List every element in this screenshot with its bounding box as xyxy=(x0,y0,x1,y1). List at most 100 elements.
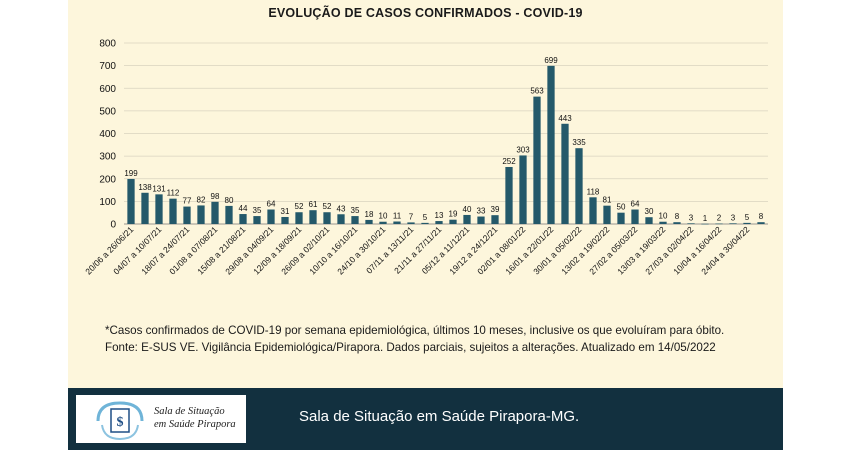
bar xyxy=(435,221,443,224)
bar xyxy=(127,178,135,224)
data-label: 10 xyxy=(379,212,388,221)
bar xyxy=(631,209,639,224)
data-label: 50 xyxy=(617,203,626,212)
x-tick-label: 27/02 a 05/03/22 xyxy=(587,224,639,276)
x-tick-label: 19/12 a 24/12/21 xyxy=(447,224,499,276)
bar xyxy=(715,223,723,225)
x-tick-label: 04/07 a 10/07/21 xyxy=(111,224,163,276)
data-label: 1 xyxy=(703,214,708,223)
data-label: 44 xyxy=(239,204,248,213)
x-tick-label: 24/04 a 30/04/22 xyxy=(699,224,751,276)
footnote-line-1: *Casos confirmados de COVID-19 por seman… xyxy=(105,324,725,337)
bar xyxy=(645,217,653,224)
bar xyxy=(211,201,219,224)
footnote: *Casos confirmados de COVID-19 por seman… xyxy=(105,322,724,356)
bar xyxy=(547,65,555,224)
data-label: 82 xyxy=(197,195,206,204)
x-tick-label: 16/01 a 22/01/22 xyxy=(503,224,555,276)
y-tick-label: 600 xyxy=(99,84,116,95)
data-label: 39 xyxy=(491,205,500,214)
x-tick-label: 26/09 a 02/10/21 xyxy=(279,224,331,276)
bar xyxy=(267,209,275,224)
bar xyxy=(617,212,625,224)
footer-banner: $ Sala de Situação em Saúde Pirapora Sal… xyxy=(68,388,783,450)
bar xyxy=(463,214,471,224)
bar xyxy=(561,123,569,224)
dollar-document-icon: $ xyxy=(96,401,144,441)
chart-title: EVOLUÇÃO DE CASOS CONFIRMADOS - COVID-19 xyxy=(268,6,583,20)
data-label: 35 xyxy=(253,206,262,215)
logo-text-line-1: Sala de Situação xyxy=(154,406,225,417)
bar xyxy=(141,192,149,224)
y-tick-label: 0 xyxy=(110,220,116,231)
data-label: 30 xyxy=(645,207,654,216)
bar xyxy=(183,206,191,224)
data-label: 7 xyxy=(409,212,414,221)
data-label: 33 xyxy=(477,207,486,216)
bar xyxy=(323,212,331,224)
bar xyxy=(533,96,541,224)
bar xyxy=(197,205,205,224)
bar xyxy=(589,197,597,224)
bar xyxy=(351,216,359,224)
grid-layer: 0 100 200 300 400 500 600 700 800 xyxy=(99,39,768,231)
data-label: 35 xyxy=(351,206,360,215)
bar xyxy=(365,219,373,224)
x-tick-label: 12/09 a 18/09/21 xyxy=(251,224,303,276)
chart-panel xyxy=(68,0,783,388)
bar xyxy=(603,205,611,224)
data-label: 3 xyxy=(731,213,736,222)
footer-title: Sala de Situação em Saúde Pirapora-MG. xyxy=(299,408,580,425)
bar xyxy=(519,155,527,224)
data-label: 81 xyxy=(603,196,612,205)
data-label: 18 xyxy=(365,210,374,219)
data-label: 80 xyxy=(225,196,234,205)
data-label: 8 xyxy=(675,212,680,221)
x-tick-label: 02/01 a 08/01/22 xyxy=(475,224,527,276)
bar xyxy=(239,214,247,224)
x-tick-label: 10/10 a 16/10/21 xyxy=(307,224,359,276)
bar xyxy=(295,212,303,224)
logo-text-line-2: em Saúde Pirapora xyxy=(154,419,236,430)
y-tick-label: 700 xyxy=(99,61,116,72)
data-label: 303 xyxy=(516,145,530,154)
bar xyxy=(407,222,415,224)
data-label: 13 xyxy=(435,211,444,220)
bar xyxy=(337,214,345,224)
bar xyxy=(155,194,163,224)
bar xyxy=(169,198,177,224)
bar xyxy=(757,222,765,224)
bar xyxy=(687,223,695,224)
data-label: 31 xyxy=(281,207,290,216)
data-label: 64 xyxy=(267,200,276,209)
x-tick-label: 18/07 a 24/07/21 xyxy=(139,224,191,276)
bar xyxy=(477,216,485,224)
x-tick-label: 15/08 a 21/08/21 xyxy=(195,224,247,276)
svg-text:$: $ xyxy=(117,415,124,430)
bars-layer xyxy=(127,65,765,225)
bar xyxy=(449,219,457,224)
data-label: 61 xyxy=(309,200,318,209)
bar xyxy=(505,166,513,224)
data-label: 3 xyxy=(689,213,694,222)
bar xyxy=(309,210,317,224)
data-label: 118 xyxy=(587,187,600,196)
bar xyxy=(743,222,751,224)
bar xyxy=(253,216,261,224)
x-tick-label: 20/06 a 26/06/21 xyxy=(83,224,135,276)
y-tick-label: 300 xyxy=(99,152,116,163)
data-label: 98 xyxy=(211,192,220,201)
y-tick-label: 500 xyxy=(99,106,116,117)
bar xyxy=(575,148,583,224)
data-label: 10 xyxy=(659,212,668,221)
data-label: 5 xyxy=(423,213,428,222)
bar xyxy=(225,205,233,224)
bar xyxy=(659,221,667,224)
data-label: 199 xyxy=(124,169,138,178)
bar xyxy=(701,223,709,225)
x-tick-label: 13/03 a 19/03/22 xyxy=(615,224,667,276)
bar xyxy=(421,222,429,224)
data-label: 52 xyxy=(295,202,304,211)
